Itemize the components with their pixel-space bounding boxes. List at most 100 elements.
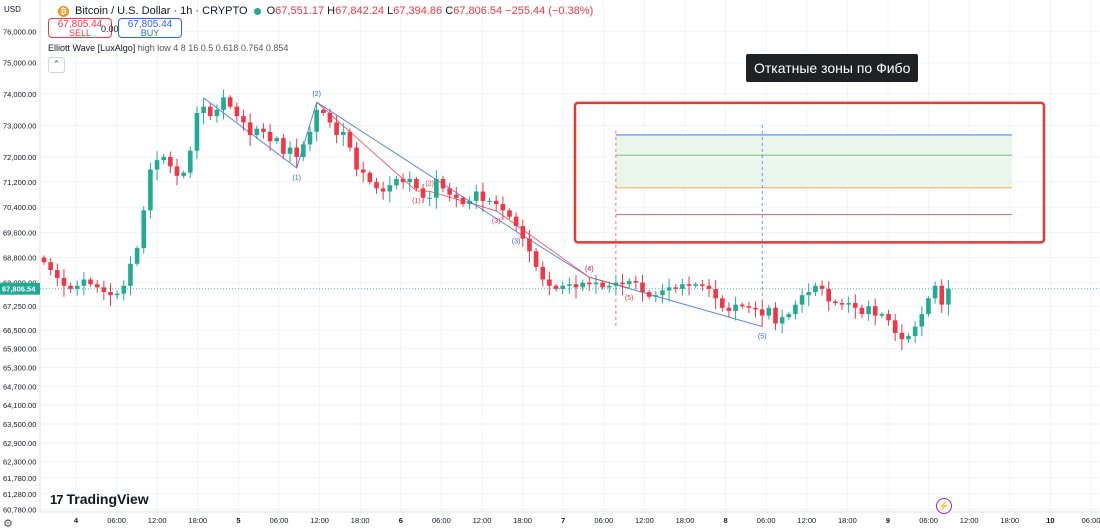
candle xyxy=(480,182,486,212)
candle xyxy=(427,191,432,206)
candle-body xyxy=(48,262,53,271)
tradingview-logo[interactable]: 17 TradingView xyxy=(50,491,149,507)
candle-body xyxy=(241,116,246,123)
candle xyxy=(473,184,479,210)
elliott-wave-blue xyxy=(203,97,763,328)
time-tick-label: 8 xyxy=(724,516,728,525)
candle xyxy=(553,283,559,292)
candle-body xyxy=(148,169,153,211)
candle xyxy=(806,283,812,307)
time-tick-label: 06:00 xyxy=(107,516,126,525)
candle-body xyxy=(334,122,339,135)
candle-body xyxy=(201,106,206,113)
candle-body xyxy=(872,306,878,316)
buy-button[interactable]: 67,805.44 BUY xyxy=(118,18,182,38)
candle xyxy=(700,279,705,292)
candle xyxy=(793,300,798,320)
current-price-label: 67,806.54 xyxy=(2,285,36,294)
time-tick-label: 7 xyxy=(561,516,565,525)
sell-label: SELL xyxy=(68,28,92,38)
candle-body xyxy=(473,191,479,201)
candle-body xyxy=(553,285,559,289)
fib-highlight-frame xyxy=(573,101,1046,244)
time-tick-label: 12:00 xyxy=(635,516,654,525)
candle-body xyxy=(560,285,565,289)
close-value: 67,806.54 xyxy=(453,5,503,17)
symbol-header: ₿ Bitcoin / U.S. Dollar · 1h · CRYPTO O6… xyxy=(58,3,593,19)
candle xyxy=(68,282,73,293)
candle-body xyxy=(327,112,333,123)
buy-label: BUY xyxy=(140,28,160,38)
candle xyxy=(108,283,113,307)
candle-body xyxy=(221,97,226,110)
candle xyxy=(573,275,579,299)
candle-body xyxy=(454,194,459,198)
price-tick-label: 76,000.00 xyxy=(3,27,36,36)
price-tick-label: 65,900.00 xyxy=(3,345,36,354)
candle xyxy=(254,125,260,139)
price-tick-label: 71,200.00 xyxy=(3,178,36,187)
candle xyxy=(673,284,679,293)
candle xyxy=(434,170,439,209)
candle-body xyxy=(567,284,572,286)
candle-body xyxy=(587,282,592,285)
price-tick-label: 69,600.00 xyxy=(3,228,36,237)
candle-body xyxy=(806,292,812,296)
candle xyxy=(81,271,87,296)
time-tick-label: 12:00 xyxy=(473,516,492,525)
time-tick-label: 9 xyxy=(886,516,890,525)
candle-body xyxy=(932,285,938,299)
indicator-legend[interactable]: Elliott Wave [LuxAlgo] high low 4 8 16 0… xyxy=(48,43,288,53)
candle-body xyxy=(573,284,579,288)
candle xyxy=(234,102,240,122)
symbol-title[interactable]: Bitcoin / U.S. Dollar · 1h · CRYPTO xyxy=(75,5,248,17)
gear-icon[interactable]: ⚙ xyxy=(3,518,13,530)
candle xyxy=(114,290,120,300)
low-value: 67,394.86 xyxy=(393,5,443,17)
candle xyxy=(347,128,353,152)
candle xyxy=(799,288,805,313)
candle-body xyxy=(613,282,619,286)
candle-body xyxy=(906,336,911,340)
candle-body xyxy=(646,292,652,297)
price-tick-label: 74,000.00 xyxy=(3,90,36,99)
candle xyxy=(759,300,765,327)
candle xyxy=(214,104,220,123)
candle-body xyxy=(513,216,519,227)
high-value: 67,842.24 xyxy=(335,5,385,17)
candle-body xyxy=(254,128,260,135)
candle xyxy=(420,184,426,204)
candle xyxy=(706,279,712,298)
candle xyxy=(739,302,745,309)
candle xyxy=(507,208,512,220)
fib-zones-annotation[interactable]: Откатные зоны по Фибо xyxy=(746,54,919,82)
collapse-legend-button[interactable]: ⌃ xyxy=(48,57,65,73)
candle xyxy=(946,279,951,316)
candle xyxy=(826,281,831,312)
candle xyxy=(414,176,419,191)
price-tick-label: 62,900.00 xyxy=(3,439,36,448)
candle xyxy=(779,309,785,334)
candle-body xyxy=(680,284,685,289)
candle xyxy=(440,175,446,193)
candle-body xyxy=(81,279,87,286)
candle xyxy=(859,304,865,318)
time-tick-label: 4 xyxy=(74,516,79,525)
candle-body xyxy=(773,307,778,324)
lightning-icon[interactable]: ⚡ xyxy=(936,498,952,514)
candle-body xyxy=(480,191,486,201)
candle xyxy=(520,219,526,247)
candle xyxy=(314,102,319,142)
candle-body xyxy=(946,288,951,305)
wave-label-blue: (1) xyxy=(292,175,301,182)
sell-button[interactable]: 67,805.44 SELL xyxy=(48,18,112,38)
wave-label-blue: (2) xyxy=(312,91,321,98)
candle-body xyxy=(108,292,113,296)
candle-body xyxy=(600,282,605,288)
candle-body xyxy=(321,109,326,113)
price-axis: 76,000.00 75,000.00 74,000.00 73,000.00 72,0… xyxy=(0,0,1100,514)
candle-body xyxy=(826,288,831,302)
candle xyxy=(121,280,127,301)
